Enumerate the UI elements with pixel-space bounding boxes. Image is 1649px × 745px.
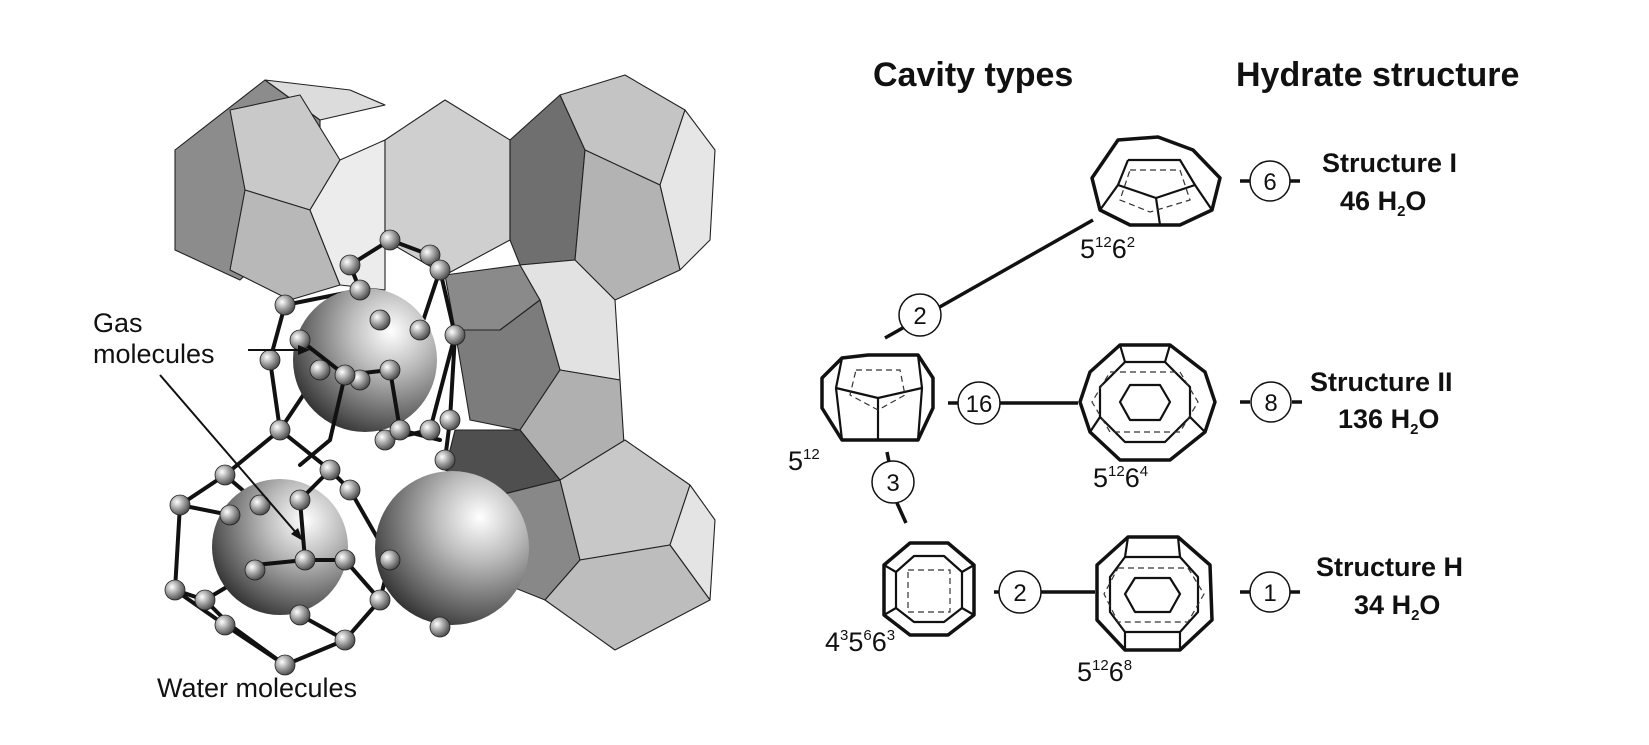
water-atom	[309, 359, 331, 381]
water-atom	[369, 309, 391, 331]
cavity-label-51262: 51262	[1080, 234, 1135, 264]
water-atom	[219, 504, 241, 526]
water-atom	[379, 229, 401, 251]
count-circle	[898, 293, 942, 337]
water-atoms	[164, 229, 466, 676]
water-atom	[339, 254, 361, 276]
gas-molecules	[212, 288, 529, 625]
water-atom	[244, 559, 266, 581]
water-atom	[319, 459, 341, 481]
water-atom	[334, 364, 356, 386]
water-atom	[249, 494, 271, 516]
structure-H-water: 34 H2O	[1354, 590, 1440, 624]
water-atom	[289, 604, 311, 626]
water-atom	[379, 359, 401, 381]
water-atom	[274, 654, 296, 676]
water-atom	[164, 579, 186, 601]
count-circle	[998, 570, 1042, 614]
gas-sphere	[375, 471, 529, 625]
water-atom	[439, 409, 461, 431]
count-circle	[957, 381, 1001, 425]
gas-label-line2: molecules	[93, 339, 215, 369]
water-atom	[374, 429, 396, 451]
water-atom	[289, 489, 311, 511]
water-atom	[444, 324, 466, 346]
cage-512	[820, 353, 935, 442]
cavity-label-512: 512	[788, 446, 820, 476]
structure-I-name: Structure I	[1322, 148, 1457, 178]
water-atom	[429, 616, 451, 638]
structure-H-count: 1	[1263, 580, 1276, 607]
water-atom	[389, 419, 411, 441]
count-to-sH-small: 3	[886, 470, 899, 497]
count-sH-medium-to-large: 2	[1013, 580, 1026, 607]
water-atom	[269, 419, 291, 441]
cavity-types-header: Cavity types	[873, 56, 1073, 94]
structure-II-count: 8	[1264, 390, 1277, 417]
water-atom	[194, 589, 216, 611]
water-atom	[339, 479, 361, 501]
gas-pointer-arrowhead	[298, 345, 310, 355]
gas-label-line1: Gas	[93, 308, 143, 338]
count-circle	[1249, 571, 1291, 613]
gas-pointer-line	[159, 374, 299, 536]
polyhedron-face	[384, 99, 511, 276]
gas-pointer-arrowhead	[291, 528, 303, 541]
link-512-to-435663	[895, 502, 908, 524]
structure-I-count: 6	[1263, 169, 1276, 196]
water-atom	[214, 614, 236, 636]
water-atom	[419, 419, 441, 441]
water-atom	[409, 319, 431, 341]
water-atom	[334, 629, 356, 651]
water-atom	[434, 449, 456, 471]
cavity-label-51264: 51264	[1093, 463, 1148, 493]
structure-H-name: Structure H	[1316, 552, 1463, 582]
cage-bond	[253, 558, 382, 602]
cavity-label-51268: 51268	[1077, 657, 1132, 687]
polyhedron-face	[574, 149, 681, 301]
cage-bond	[298, 373, 347, 467]
water-atom	[369, 589, 391, 611]
water-atom	[259, 349, 281, 371]
polyhedron-face	[544, 544, 711, 651]
cage-435663	[882, 541, 976, 637]
water-atom	[294, 549, 316, 571]
count-to-sII-small: 16	[966, 391, 993, 418]
structure-II-water: 136 H2O	[1338, 404, 1439, 438]
gas-sphere	[212, 479, 348, 615]
water-atom	[334, 549, 356, 571]
structure-I-water: 46 H2O	[1340, 186, 1426, 220]
cavity-label-435663: 435663	[825, 627, 895, 657]
structure-II-name: Structure II	[1310, 367, 1453, 397]
water-atom	[169, 494, 191, 516]
cage-51262	[1090, 135, 1222, 227]
water-molecules-label: Water molecules	[157, 673, 357, 703]
gas-sphere	[293, 288, 437, 432]
count-circle	[1250, 381, 1292, 423]
water-atom	[274, 294, 296, 316]
cage-51264	[1078, 343, 1217, 462]
hydrate-structure-header: Hydrate structure	[1236, 56, 1519, 94]
water-atom	[214, 464, 236, 486]
water-atom	[429, 259, 451, 281]
water-atom	[349, 279, 371, 301]
count-circles: 2 16 3 2 6 8 1	[871, 160, 1292, 614]
count-circle	[871, 460, 915, 504]
water-atom	[379, 549, 401, 571]
cage-51268	[1095, 535, 1214, 652]
water-atom	[419, 244, 441, 266]
link-512-to-435663	[885, 451, 891, 463]
count-circle	[1249, 160, 1291, 202]
count-to-sI-small: 2	[913, 303, 926, 330]
